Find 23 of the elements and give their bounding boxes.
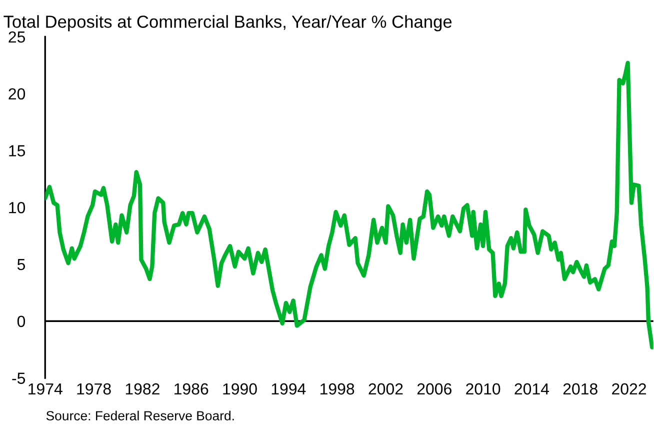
y-tick-label: 0 xyxy=(17,316,26,328)
x-tick-label: 2018 xyxy=(563,383,598,395)
y-tick-label: 10 xyxy=(9,202,26,214)
x-tick-label: 1998 xyxy=(320,383,354,395)
x-tick-label: 2022 xyxy=(612,383,646,395)
y-tick-label: 15 xyxy=(9,145,26,156)
y-tick-label: 20 xyxy=(8,88,26,100)
x-tick-label: 2002 xyxy=(368,383,403,395)
x-tick-label: 2006 xyxy=(417,383,452,395)
x-tick-label: 1978 xyxy=(77,383,111,395)
chart-title: Total Deposits at Commercial Banks, Year/Year % Change xyxy=(4,15,452,32)
x-tick-label: 1986 xyxy=(174,383,208,395)
x-tick-label: 2010 xyxy=(466,383,500,395)
line-series xyxy=(45,60,654,350)
x-tick-label: 1990 xyxy=(223,383,257,395)
source-note: Source: Federal Reserve Board. xyxy=(46,410,234,420)
x-tick-label: 2014 xyxy=(514,383,549,395)
x-tick-label: 1994 xyxy=(272,383,306,395)
y-tick-label: 5 xyxy=(17,259,26,270)
x-tick-label: 1982 xyxy=(126,383,160,395)
x-tick-label: 1974 xyxy=(28,383,62,395)
y-tick-label: -5 xyxy=(12,372,26,384)
y-tick-label: 25 xyxy=(8,31,26,43)
